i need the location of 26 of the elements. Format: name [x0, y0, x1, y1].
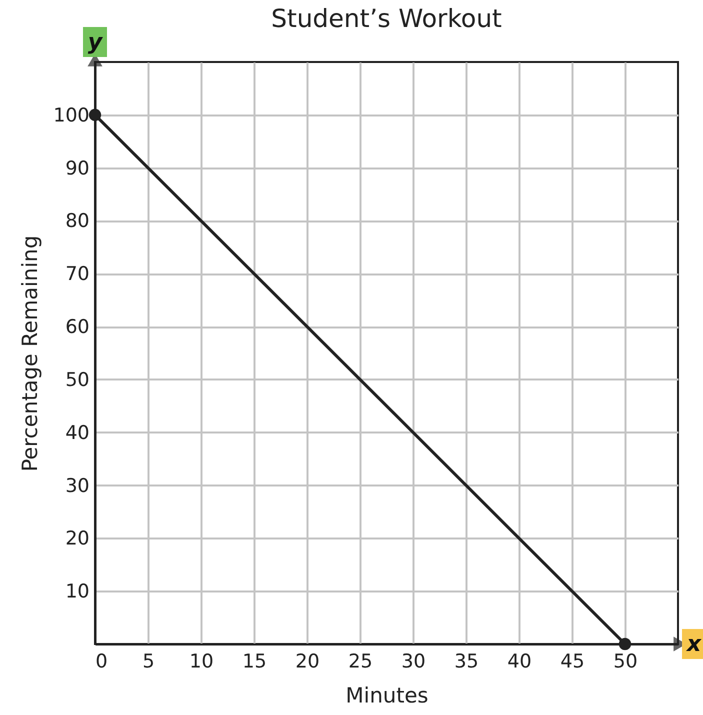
- x-tick-label: 40: [507, 650, 532, 672]
- x-tick-label: 5: [142, 650, 155, 672]
- y-tick-label: 100: [53, 104, 90, 126]
- x-tick-label: 45: [560, 650, 585, 672]
- y-tick-label: 30: [65, 474, 90, 497]
- x-axis-title: Minutes: [346, 684, 428, 708]
- x-tick-label: 20: [295, 650, 320, 672]
- y-tick-label: 60: [65, 316, 90, 338]
- y-axis-title: Percentage Remaining: [18, 235, 42, 472]
- chart-title: Student’s Workout: [271, 4, 502, 33]
- text: x: [686, 632, 702, 657]
- y-tick-label: 50: [65, 368, 90, 391]
- y-tick-label: 80: [65, 210, 90, 232]
- x-tick-label: 50: [613, 650, 638, 672]
- x-tick-label: 15: [242, 650, 267, 672]
- x-tick-label: 30: [401, 650, 426, 672]
- x-tick-label: 35: [454, 650, 479, 672]
- y-tick-label: 40: [65, 422, 90, 444]
- x-tick-label: 0: [96, 650, 108, 672]
- y-tick-label: 10: [65, 580, 90, 603]
- y-tick-label: 20: [65, 528, 90, 550]
- y-tick-label: 70: [65, 263, 90, 286]
- y-tick-label: 90: [65, 157, 90, 180]
- x-tick-label: 25: [348, 650, 373, 672]
- text: y: [88, 30, 104, 55]
- x-tick-label: 10: [189, 650, 214, 672]
